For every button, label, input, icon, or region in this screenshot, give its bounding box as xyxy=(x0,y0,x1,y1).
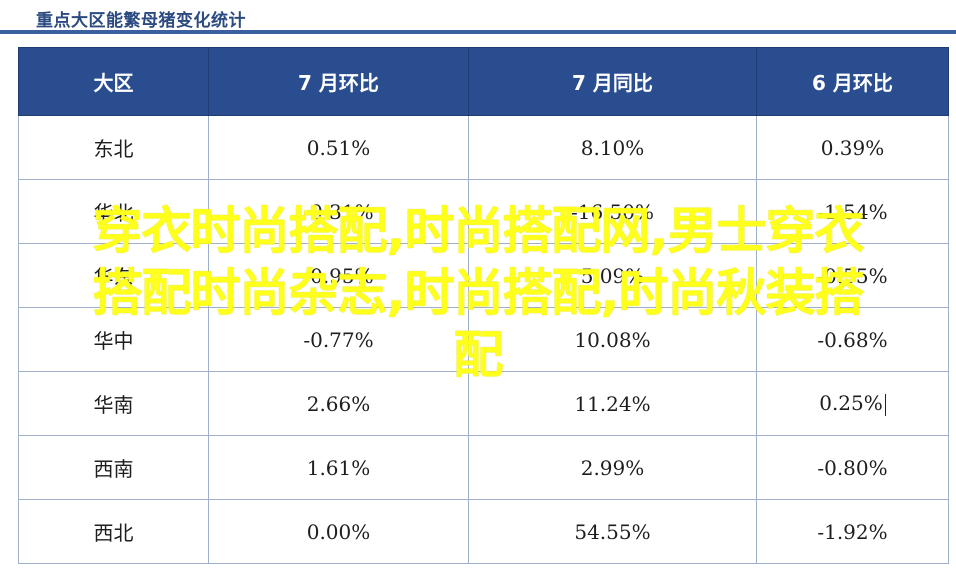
jul-yoy-cell: 5.09% xyxy=(468,243,757,308)
region-cell: 华东 xyxy=(18,243,209,308)
document-title: 重点大区能繁母猪变化统计 xyxy=(36,11,246,31)
region-cell: 华北 xyxy=(18,179,209,244)
jul-mom-cell: 0.00% xyxy=(208,499,469,564)
jul-mom-cell: -0.77% xyxy=(208,307,469,372)
jul-yoy-cell: 2.99% xyxy=(468,435,757,500)
jun-mom-cell: -0.68% xyxy=(756,307,949,372)
jul-yoy-cell: 11.24% xyxy=(468,371,757,436)
jun-mom-cell: 0.39% xyxy=(756,115,949,180)
table-row: 西南 1.61% 2.99% -0.80% xyxy=(18,435,949,500)
jun-mom-cell: -0.80% xyxy=(756,435,949,500)
table-header-row: 大区 7 月环比 7 月同比 6 月环比 xyxy=(18,47,949,116)
column-header-jul-yoy: 7 月同比 xyxy=(468,47,757,116)
region-cell: 华中 xyxy=(18,307,209,372)
table-row: 西北 0.00% 54.55% -1.92% xyxy=(18,499,949,564)
data-table: 大区 7 月环比 7 月同比 6 月环比 东北 0.51% 8.10% 0.39… xyxy=(18,47,949,564)
jun-mom-cell: -0.55% xyxy=(756,243,949,308)
region-cell: 东北 xyxy=(18,115,209,180)
table-row: 华北 -0.31% -16.50% -1.54% xyxy=(18,179,949,244)
jul-yoy-cell: 54.55% xyxy=(468,499,757,564)
jul-yoy-cell: 10.08% xyxy=(468,307,757,372)
title-divider xyxy=(0,30,956,34)
text-cursor xyxy=(884,393,886,416)
region-cell: 华南 xyxy=(18,371,209,436)
column-header-jun-mom: 6 月环比 xyxy=(756,47,949,116)
table-row: 东北 0.51% 8.10% 0.39% xyxy=(18,115,949,180)
jun-mom-cell-with-caret[interactable]: 0.25% xyxy=(756,371,949,436)
table-row: 华中 -0.77% 10.08% -0.68% xyxy=(18,307,949,372)
jun-mom-cell: -1.92% xyxy=(756,499,949,564)
jul-yoy-cell: 8.10% xyxy=(468,115,757,180)
jul-yoy-cell: -16.50% xyxy=(468,179,757,244)
jul-mom-cell: -0.31% xyxy=(208,179,469,244)
jul-mom-cell: 1.61% xyxy=(208,435,469,500)
region-cell: 西南 xyxy=(18,435,209,500)
column-header-jul-mom: 7 月环比 xyxy=(208,47,469,116)
jul-mom-cell: -0.95% xyxy=(208,243,469,308)
jul-mom-cell: 2.66% xyxy=(208,371,469,436)
table-row: 华东 -0.95% 5.09% -0.55% xyxy=(18,243,949,308)
column-header-region: 大区 xyxy=(18,47,209,116)
region-cell: 西北 xyxy=(18,499,209,564)
jun-mom-cell: -1.54% xyxy=(756,179,949,244)
jun-mom-value: 0.25% xyxy=(819,391,883,416)
table-row: 华南 2.66% 11.24% 0.25% xyxy=(18,371,949,436)
jul-mom-cell: 0.51% xyxy=(208,115,469,180)
